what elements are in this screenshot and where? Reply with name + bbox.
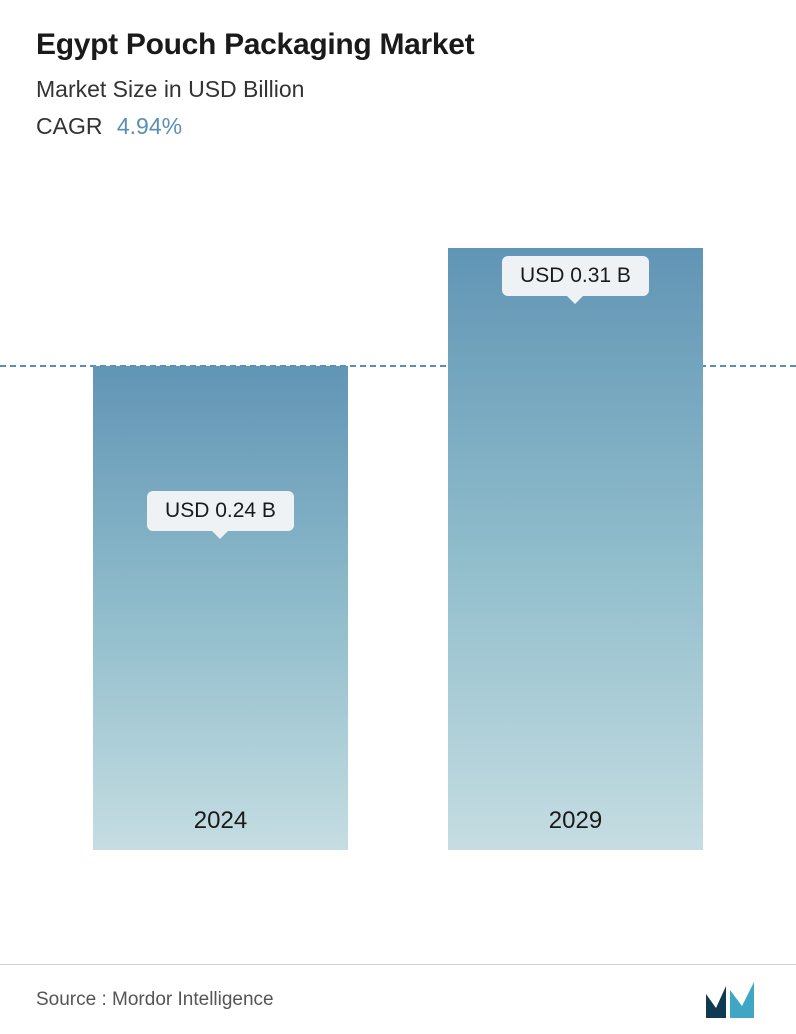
bars-container: USD 0.24 B 2024 USD 0.31 B 2029: [0, 190, 796, 910]
x-label-2024: 2024: [194, 807, 247, 835]
bar-group-2029: USD 0.31 B 2029: [448, 248, 703, 850]
value-label-2024: USD 0.24 B: [147, 491, 294, 531]
value-label-2029: USD 0.31 B: [502, 256, 649, 296]
subtitle: Market Size in USD Billion: [36, 76, 760, 103]
chart-area: USD 0.24 B 2024 USD 0.31 B 2029: [0, 190, 796, 910]
bar-group-2024: USD 0.24 B 2024: [93, 366, 348, 850]
page-title: Egypt Pouch Packaging Market: [36, 28, 760, 62]
cagr-line: CAGR 4.94%: [36, 113, 760, 140]
source-text: Source : Mordor Intelligence: [36, 989, 274, 1011]
bar-2029: [448, 248, 703, 850]
footer: Source : Mordor Intelligence: [0, 964, 796, 1034]
bar-2024: [93, 366, 348, 850]
cagr-label: CAGR: [36, 113, 102, 139]
header: Egypt Pouch Packaging Market Market Size…: [0, 0, 796, 140]
x-label-2029: 2029: [549, 807, 602, 835]
cagr-value: 4.94%: [117, 113, 182, 139]
logo-icon: [704, 980, 760, 1020]
